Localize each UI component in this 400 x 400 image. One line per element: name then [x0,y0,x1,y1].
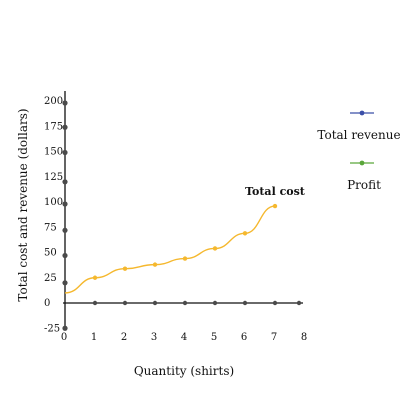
legend-label: Total revenue [317,128,400,142]
x-tick-label: 3 [151,332,157,343]
x-axis-marker [272,300,278,306]
x-tick-label: 2 [121,332,127,343]
y-axis-marker [62,124,68,130]
data-point [92,275,98,280]
data-point [242,231,248,236]
y-axis-marker [62,100,68,106]
y-tick-label: 125 [44,172,63,183]
y-axis-marker [62,325,68,331]
y-tick-label: 100 [44,197,63,208]
y-tick-label: 75 [44,222,57,233]
x-tick-label: 1 [91,332,97,343]
x-tick-label: 4 [181,332,187,343]
data-point [152,262,158,267]
series-line-total-cost [64,205,276,294]
x-axis-marker [92,300,98,306]
y-tick-label: 150 [44,147,63,158]
legend-swatch-marker [359,110,365,116]
data-point [122,266,128,271]
y-tick-label: 50 [44,248,57,259]
legend-swatch-marker [359,160,365,166]
x-tick-label: 0 [61,332,67,343]
x-axis-marker [296,300,302,306]
annotations: Total cost [245,185,306,198]
series-layer [64,203,278,294]
y-axis-marker [62,227,68,233]
data-point [182,256,188,261]
y-axis-marker [62,252,68,259]
x-axis-marker [212,300,218,306]
y-axis-marker [62,280,68,286]
y-tick-label: -25 [44,323,60,334]
x-axis-marker [152,300,158,306]
x-axis-marker [182,300,188,306]
x-axis-label: Quantity (shirts) [134,364,234,378]
axes [62,91,303,331]
legend-label: Profit [347,178,381,192]
data-point [212,246,218,251]
x-tick-label: 7 [271,332,277,343]
x-axis-marker [122,300,128,306]
x-axis-marker [242,300,248,306]
y-axis-marker [62,179,68,185]
y-axis-label: Total cost and revenue (dollars) [16,108,30,301]
data-point [272,203,278,209]
x-tick-label: 8 [301,332,307,343]
y-tick-label: 25 [44,273,57,284]
series-annotation: Total cost [245,185,306,198]
legend: Total revenue Profit [317,110,400,192]
y-tick-label: 175 [44,121,63,132]
x-tick-label: 6 [241,332,247,343]
y-axis-marker [62,201,68,207]
x-tick-label: 5 [211,332,217,343]
y-axis-marker [62,149,68,156]
y-tick-label: 200 [44,96,63,107]
y-tick-label: 0 [44,298,50,309]
